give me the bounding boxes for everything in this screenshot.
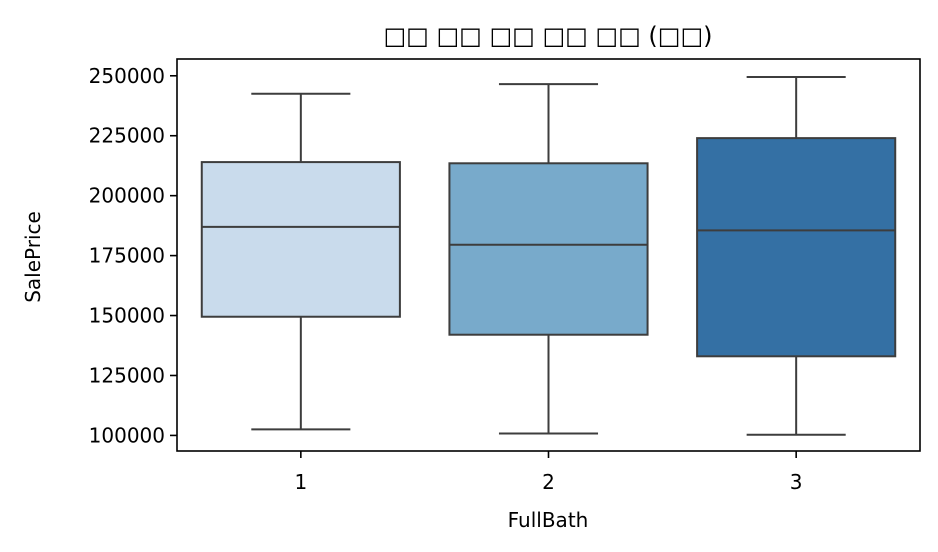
box-iqr [696, 137, 897, 358]
box-iqr [200, 161, 401, 318]
plot-area [200, 75, 897, 436]
y-tick-label: 150000 [89, 304, 165, 328]
x-tick-label: 2 [542, 470, 555, 494]
y-tick-label: 200000 [89, 184, 165, 208]
box-iqr [448, 162, 649, 336]
y-tick-label: 225000 [89, 124, 165, 148]
box-group-2 [448, 83, 649, 435]
box-group-3 [696, 75, 897, 436]
y-tick-label: 125000 [89, 363, 165, 387]
x-tick-label: 3 [790, 470, 803, 494]
x-tick-label: 1 [294, 470, 307, 494]
y-axis-label: SalePrice [21, 211, 45, 303]
y-tick-label: 250000 [89, 64, 165, 88]
x-axis-label: FullBath [508, 508, 589, 532]
y-tick-label: 175000 [89, 244, 165, 268]
y-tick-label: 100000 [89, 423, 165, 447]
box-group-1 [200, 92, 401, 431]
chart-title: □□ □□ □□ □□ □□ (□□) [384, 22, 713, 50]
